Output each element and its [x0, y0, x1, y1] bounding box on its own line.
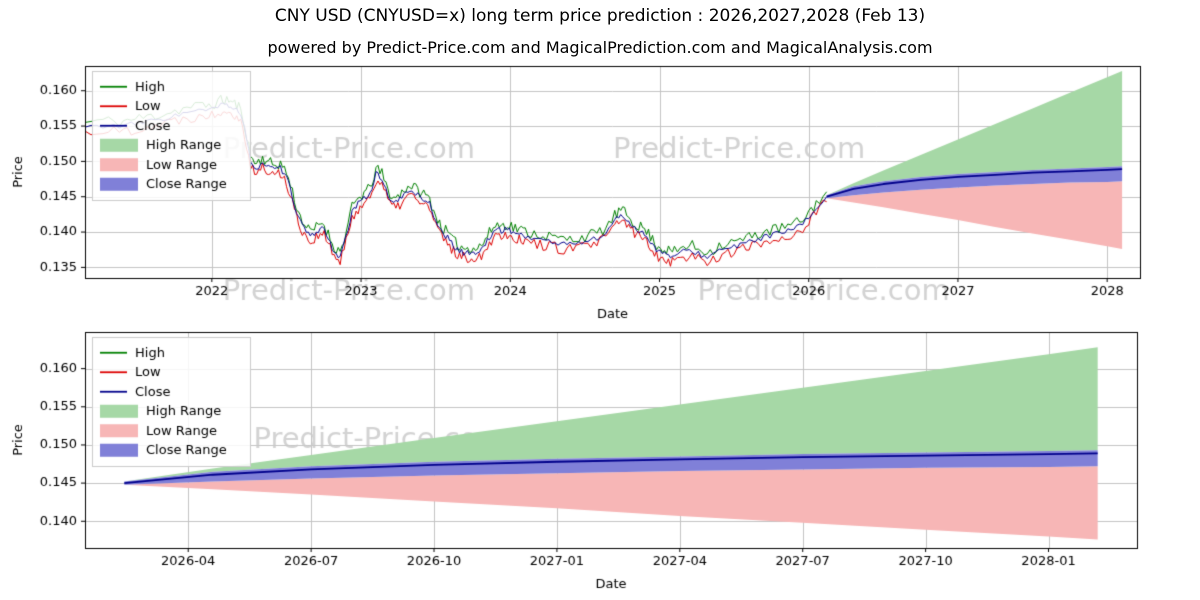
- forecast-detail-chart: [0, 322, 1200, 600]
- price-history-and-forecast-chart: [0, 60, 1200, 322]
- chart-subtitle: powered by Predict-Price.com and Magical…: [267, 38, 933, 57]
- chart-title: CNY USD (CNYUSD=x) long term price predi…: [274, 6, 926, 26]
